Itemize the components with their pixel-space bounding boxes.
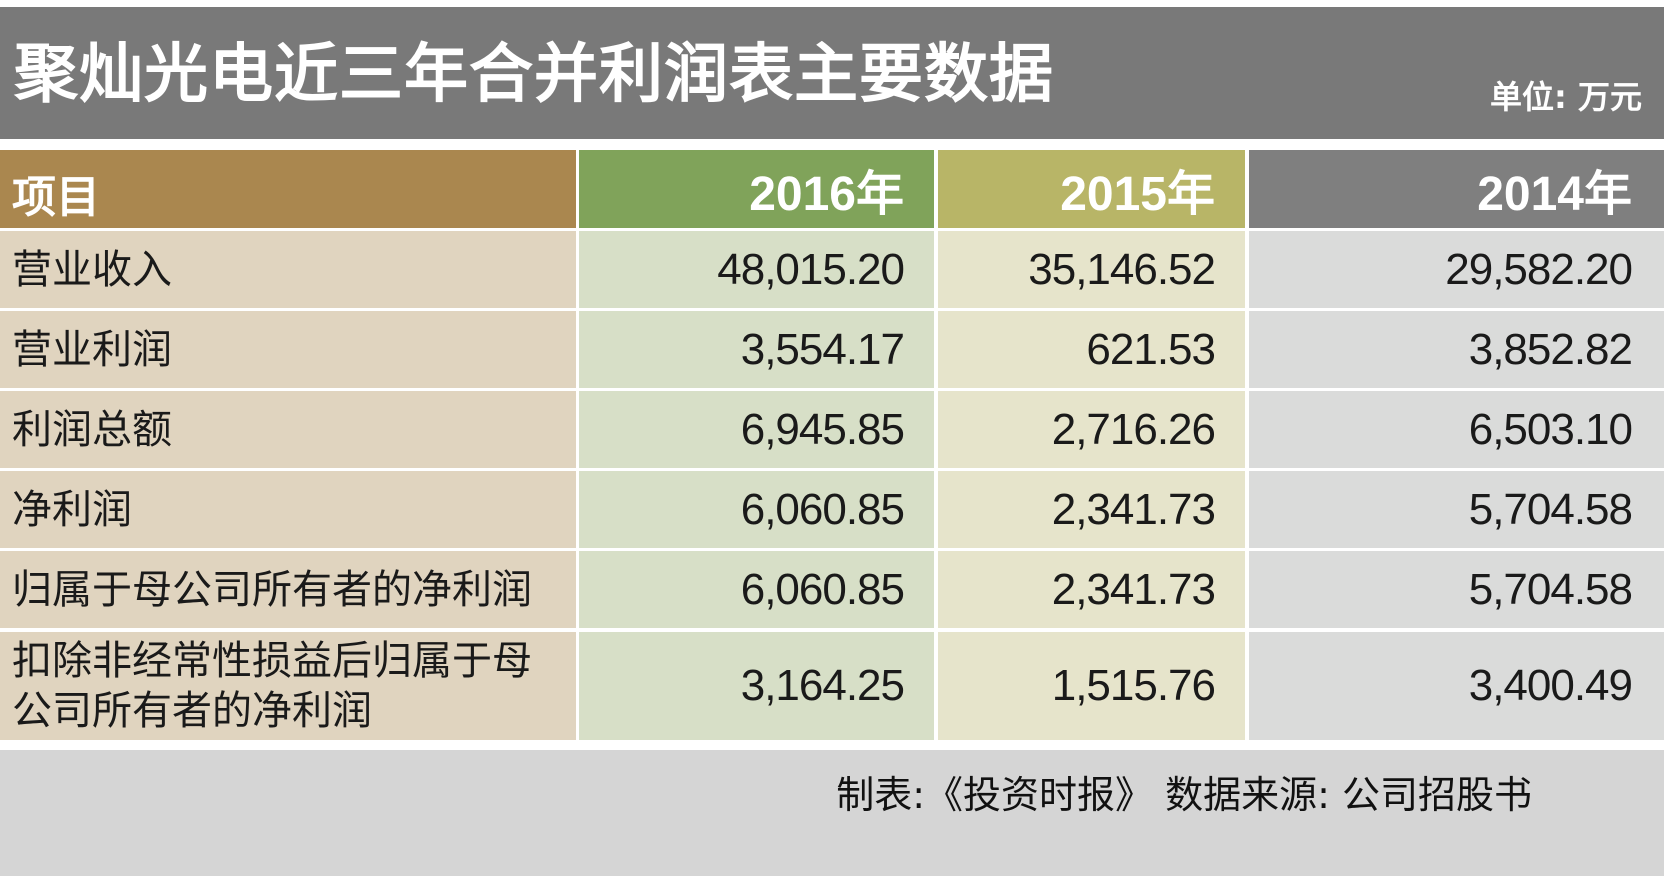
value-2014: 6,503.10 (1249, 391, 1664, 468)
column-header-2015: 2015年 (938, 150, 1245, 228)
footer: 制表:《投资时报》 数据来源: 公司招股书 (0, 750, 1664, 876)
row-label: 营业收入 (0, 231, 576, 308)
table-row: 扣除非经常性损益后归属于母 公司所有者的净利润 3,164.25 1,515.7… (0, 632, 1664, 740)
row-label: 营业利润 (0, 311, 576, 388)
value-2016: 3,164.25 (579, 632, 934, 740)
value-2016: 6,060.85 (579, 551, 934, 628)
table-row: 净利润 6,060.85 2,341.73 5,704.58 (0, 471, 1664, 548)
page-title: 聚灿光电近三年合并利润表主要数据 (14, 38, 1054, 112)
value-2014: 3,852.82 (1249, 311, 1664, 388)
row-label-line-2: 公司所有者的净利润 (12, 688, 372, 734)
value-2015: 2,341.73 (938, 471, 1245, 548)
value-2014: 5,704.58 (1249, 551, 1664, 628)
column-header-2016: 2016年 (579, 150, 934, 228)
table-row: 利润总额 6,945.85 2,716.26 6,503.10 (0, 391, 1664, 468)
column-header-2014: 2014年 (1249, 150, 1664, 228)
value-2015: 1,515.76 (938, 632, 1245, 740)
value-2014: 3,400.49 (1249, 632, 1664, 740)
row-label: 扣除非经常性损益后归属于母 公司所有者的净利润 (0, 632, 576, 740)
value-2014: 29,582.20 (1249, 231, 1664, 308)
table-row: 归属于母公司所有者的净利润 6,060.85 2,341.73 5,704.58 (0, 551, 1664, 628)
value-2016: 6,945.85 (579, 391, 934, 468)
value-2016: 3,554.17 (579, 311, 934, 388)
source-credit: 制表:《投资时报》 数据来源: 公司招股书 (836, 773, 1532, 817)
column-header-item: 项目 (0, 150, 576, 228)
table-row: 营业利润 3,554.17 621.53 3,852.82 (0, 311, 1664, 388)
value-2015: 35,146.52 (938, 231, 1245, 308)
value-2015: 2,716.26 (938, 391, 1245, 468)
value-2015: 621.53 (938, 311, 1245, 388)
value-2016: 6,060.85 (579, 471, 934, 548)
table-header-row: 项目 2016年 2015年 2014年 (0, 150, 1664, 228)
value-2015: 2,341.73 (938, 551, 1245, 628)
value-2016: 48,015.20 (579, 231, 934, 308)
unit-label: 单位: 万元 (1490, 78, 1642, 116)
row-label-line-1: 扣除非经常性损益后归属于母 (12, 638, 532, 684)
table-row: 营业收入 48,015.20 35,146.52 29,582.20 (0, 231, 1664, 308)
title-bar: 聚灿光电近三年合并利润表主要数据 单位: 万元 (0, 7, 1664, 139)
row-label: 净利润 (0, 471, 576, 548)
row-label: 归属于母公司所有者的净利润 (0, 551, 576, 628)
value-2014: 5,704.58 (1249, 471, 1664, 548)
row-label: 利润总额 (0, 391, 576, 468)
